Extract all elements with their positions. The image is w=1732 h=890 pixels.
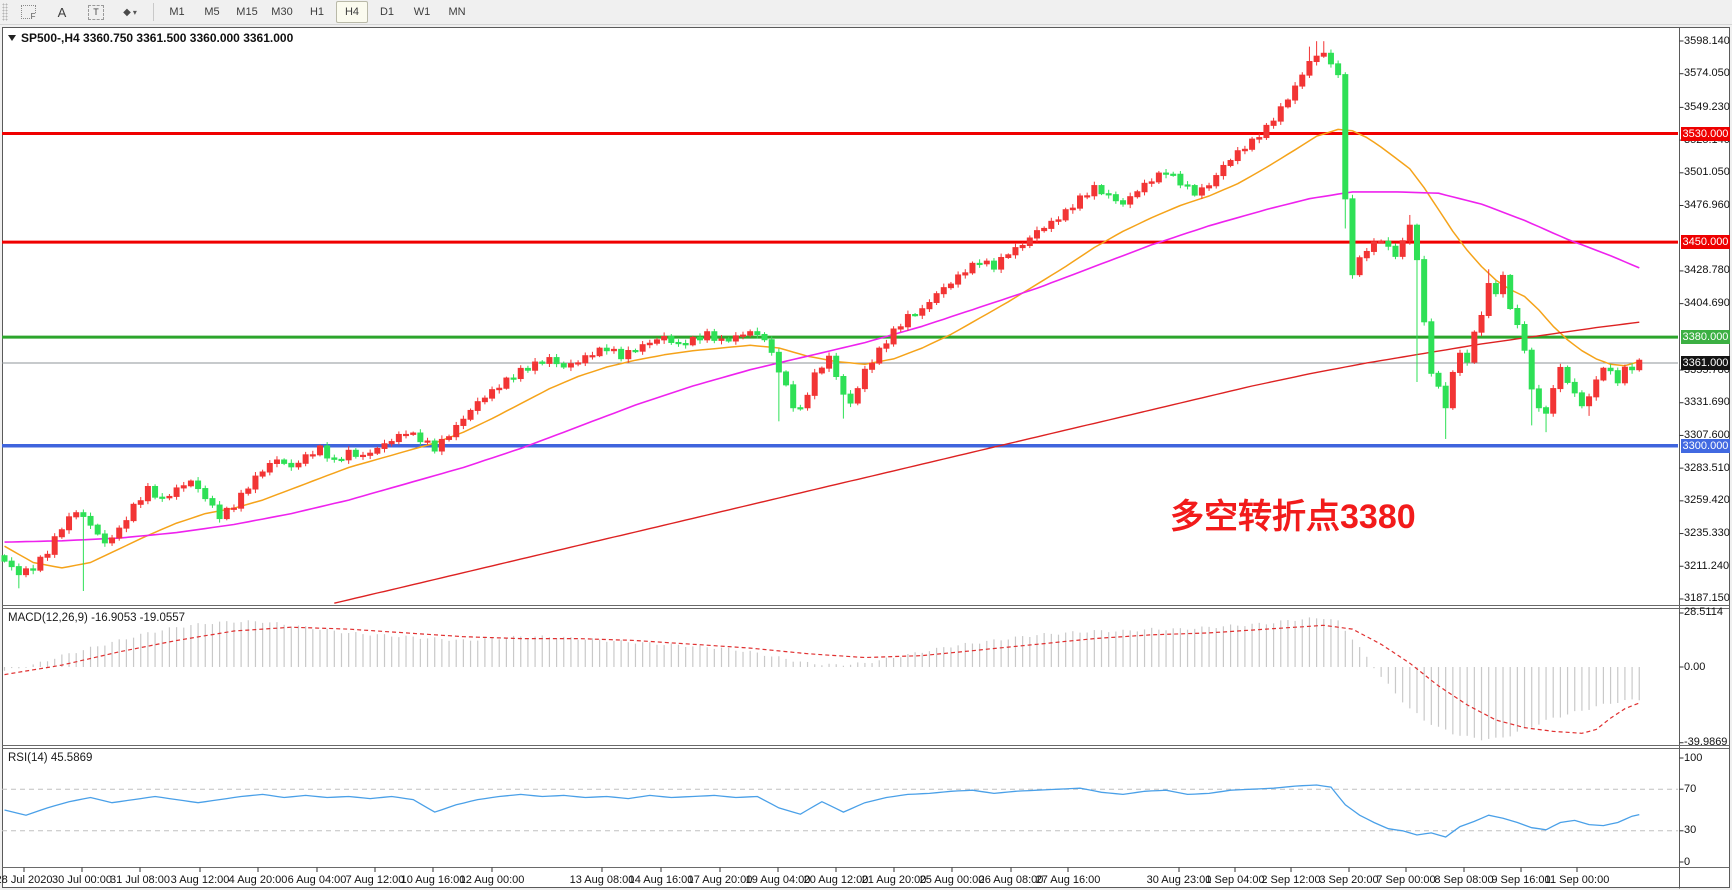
time-tick-label: 30 Aug 23:00 — [1146, 874, 1212, 886]
toolbar-separator — [153, 3, 154, 21]
time-tick-label: 3 Aug 12:00 — [170, 874, 230, 886]
rsi-tick-label: 100 — [1684, 751, 1703, 764]
time-tick-label: 20 Aug 12:00 — [803, 874, 869, 886]
price-tick-label: 3235.330 — [1684, 527, 1730, 540]
price-tick-label: 3476.960 — [1684, 199, 1730, 211]
time-tick-label: 13 Aug 08:00 — [569, 874, 635, 886]
time-tick-label: 28 Jul 2020 — [0, 874, 53, 886]
chart-text-annotation: 多空转折点3380 — [1170, 498, 1416, 536]
time-tick-label: 12 Aug 00:00 — [459, 874, 525, 886]
timeframe-button-M1[interactable]: M1 — [169, 6, 185, 18]
toolbar: F A T ◆ ▾ M1 M5 M15 M30 H1 H4 D1 W1 MN — [0, 0, 1732, 25]
time-tick-label: 26 Aug 08:00 — [978, 874, 1044, 886]
price-tick-label: 3307.600 — [1684, 428, 1730, 441]
price-tick-label: 3404.690 — [1684, 297, 1730, 310]
font-a-icon: A — [57, 4, 67, 20]
time-tick-label: 1 Sep 04:00 — [1205, 874, 1265, 886]
symbol-quote-row[interactable]: SP500-,H4 3360.750 3361.500 3360.000 336… — [8, 31, 293, 45]
price-tick-label: 3428.780 — [1684, 264, 1730, 277]
chart-grid-icon-label: F — [30, 12, 36, 21]
symbol-dropdown-icon[interactable] — [8, 35, 16, 41]
price-tick-label: 3283.510 — [1684, 461, 1730, 474]
time-tick-label: 3 Sep 20:00 — [1319, 874, 1379, 886]
chart-properties-button[interactable]: F — [12, 1, 44, 23]
time-tick-label: 14 Aug 16:00 — [628, 874, 694, 886]
time-tick-label: 10 Aug 16:00 — [400, 874, 466, 886]
text-label-tool-button[interactable]: T — [80, 1, 112, 23]
price-badge-3361.000: 3361.000 — [1681, 355, 1730, 370]
timeframe-button-group: M1 M5 M15 M30 H1 H4 D1 W1 MN — [161, 1, 473, 23]
macd-tick-label: -39.9869 — [1684, 736, 1728, 749]
macd-indicator-label: MACD(12,26,9) -16.9053 -19.0557 — [8, 612, 186, 624]
time-tick-label: 21 Aug 20:00 — [861, 874, 927, 886]
price-tick-label: 3187.150 — [1684, 592, 1730, 605]
price-tick-label: 3501.050 — [1684, 166, 1730, 179]
time-tick-label: 27 Aug 16:00 — [1035, 874, 1101, 886]
time-tick-label: 8 Sep 08:00 — [1434, 874, 1494, 886]
time-tick-label: 19 Aug 04:00 — [745, 874, 811, 886]
time-tick-label: 17 Aug 20:00 — [687, 874, 753, 886]
timeframe-button-MN[interactable]: MN — [448, 6, 466, 18]
price-badge-3530.000: 3530.000 — [1681, 126, 1730, 141]
text-label-icon: T — [88, 4, 104, 20]
toolbar-drag-handle[interactable] — [2, 3, 8, 21]
price-tick-label: 3549.230 — [1684, 100, 1730, 113]
time-tick-label: 2 Sep 12:00 — [1261, 874, 1321, 886]
text-label-icon-letter: T — [93, 7, 99, 17]
timeframe-button-H1[interactable]: H1 — [309, 6, 325, 18]
timeframe-button-M5[interactable]: M5 — [204, 6, 220, 18]
price-tick-label: 3331.690 — [1684, 396, 1730, 409]
rsi-tick-label: 0 — [1684, 855, 1691, 868]
chevron-down-icon: ▾ — [132, 7, 137, 17]
time-tick-label: 30 Jul 00:00 — [52, 874, 112, 886]
price-badge-3450.000: 3450.000 — [1681, 235, 1730, 250]
time-tick-label: 6 Aug 04:00 — [287, 874, 347, 886]
timeframe-button-M15[interactable]: M15 — [236, 6, 258, 18]
rsi-tick-label: 70 — [1684, 782, 1697, 795]
timeframe-button-W1[interactable]: W1 — [413, 6, 431, 18]
time-tick-label: 4 Aug 20:00 — [228, 874, 288, 886]
macd-tick-label: 0.00 — [1684, 660, 1706, 673]
time-tick-label: 25 Aug 00:00 — [919, 874, 985, 886]
time-tick-label: 31 Jul 08:00 — [110, 874, 170, 886]
price-tick-label: 3574.050 — [1684, 67, 1730, 80]
time-tick-label: 11 Sep 00:00 — [1544, 874, 1610, 886]
rsi-indicator-label: RSI(14) 45.5869 — [8, 752, 93, 764]
rsi-tick-label: 30 — [1684, 824, 1697, 837]
macd-tick-label: 28.5114 — [1684, 606, 1723, 619]
timeframe-button-H4[interactable]: H4 — [336, 1, 368, 23]
price-badge-3380.000: 3380.000 — [1681, 330, 1730, 345]
price-badge-3300.000: 3300.000 — [1681, 438, 1730, 453]
arrow-objects-button[interactable]: ◆ ▾ — [114, 1, 146, 23]
time-tick-label: 7 Aug 12:00 — [345, 874, 405, 886]
font-tool-button[interactable]: A — [46, 1, 78, 23]
price-tick-label: 3211.240 — [1684, 559, 1730, 572]
time-tick-label: 9 Sep 16:00 — [1491, 874, 1551, 886]
time-tick-label: 7 Sep 00:00 — [1376, 874, 1436, 886]
price-tick-label: 3598.140 — [1684, 34, 1730, 47]
timeframe-button-D1[interactable]: D1 — [379, 6, 395, 18]
symbol-quote-text: SP500-,H4 3360.750 3361.500 3360.000 336… — [21, 31, 294, 45]
chart-grid-icon: F — [20, 5, 36, 21]
timeframe-button-M30[interactable]: M30 — [271, 6, 293, 18]
chart-window[interactable] — [2, 27, 1730, 888]
price-tick-label: 3259.420 — [1684, 494, 1730, 507]
arrow-objects-icon: ◆ — [123, 6, 131, 18]
